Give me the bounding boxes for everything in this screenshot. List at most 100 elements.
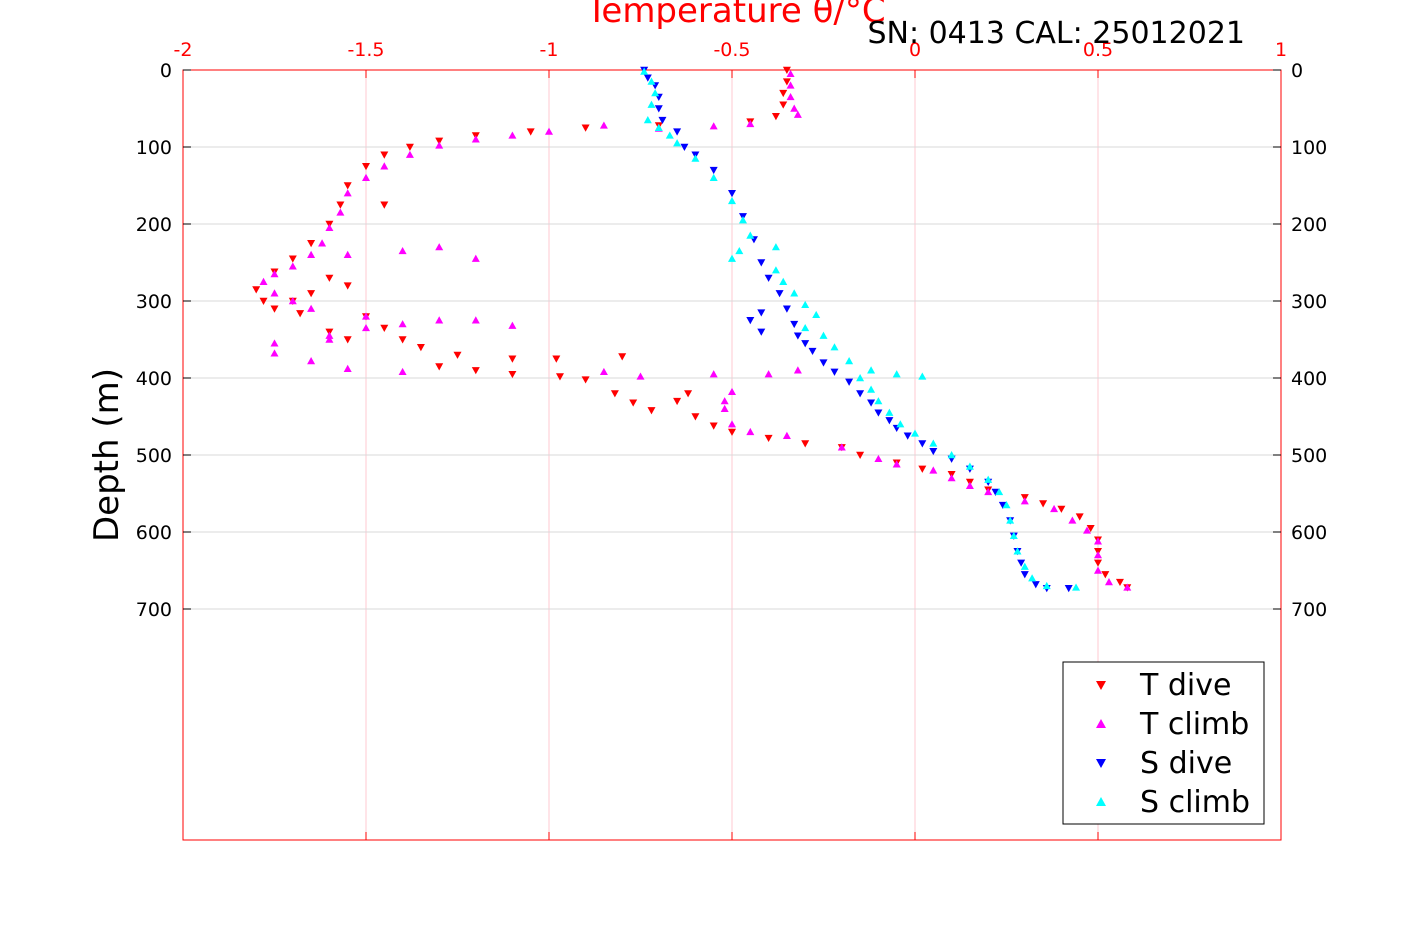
data-point [307, 357, 316, 365]
data-point [1094, 551, 1102, 559]
data-point [1031, 581, 1040, 589]
data-point [288, 262, 297, 270]
data-point [325, 274, 334, 282]
sensor-annotation: SN: 0413 CAL: 25012021 [867, 16, 1245, 51]
y-tick-label-left: 500 [136, 445, 172, 467]
data-point [735, 246, 744, 255]
data-point [903, 432, 912, 440]
y-tick-label-right: 200 [1291, 214, 1327, 236]
data-point [435, 243, 444, 251]
data-point [325, 331, 334, 339]
x-tick-label: -1.5 [347, 39, 384, 61]
data-point [709, 166, 718, 175]
data-point [801, 340, 810, 348]
data-point [885, 417, 894, 425]
data-point [416, 344, 425, 352]
data-point [288, 297, 297, 305]
data-point [508, 355, 517, 363]
data-point [1020, 571, 1029, 579]
legend: T dive T climb S dive S climb [1062, 661, 1265, 825]
data-point [801, 300, 810, 309]
data-point [643, 74, 652, 82]
data-point [845, 378, 854, 386]
data-point [325, 335, 334, 343]
y-tick-label-right: 600 [1291, 522, 1327, 544]
data-point [654, 105, 663, 113]
data-point [405, 143, 414, 151]
data-point [270, 339, 279, 347]
data-point [1123, 583, 1132, 591]
data-point [771, 266, 780, 274]
data-point [307, 250, 316, 258]
data-point [343, 189, 352, 197]
data-point [665, 131, 674, 139]
data-point [555, 373, 564, 381]
data-point [728, 387, 736, 396]
data-point [691, 413, 700, 421]
data-point [757, 328, 766, 336]
data-point [435, 316, 444, 324]
x-tick-label: 1 [1275, 39, 1287, 61]
data-point [757, 309, 766, 317]
data-point [720, 397, 729, 405]
data-point [1017, 559, 1026, 567]
data-point [918, 440, 927, 448]
data-point [845, 357, 854, 365]
data-point [819, 331, 828, 339]
data-point [746, 317, 755, 325]
data-point [288, 255, 297, 263]
data-point [790, 320, 799, 329]
data-point [874, 454, 883, 463]
data-point [1002, 501, 1011, 509]
data-point [790, 289, 799, 297]
data-point [856, 374, 865, 382]
data-point [435, 141, 444, 149]
data-point [581, 124, 590, 132]
data-point [867, 366, 876, 374]
data-point [1094, 559, 1102, 567]
x-tick-label: 0.5 [1083, 39, 1113, 61]
series-s-climb [640, 67, 1081, 591]
y-tick-label-right: 500 [1291, 445, 1327, 467]
data-point [786, 69, 795, 78]
data-point [786, 92, 795, 101]
data-point [746, 119, 755, 128]
data-point [435, 137, 444, 145]
data-point [830, 368, 839, 376]
data-point [801, 323, 810, 332]
data-point [599, 121, 608, 129]
data-point [918, 465, 927, 473]
data-point [892, 370, 901, 378]
y-tick-label-left: 700 [136, 599, 172, 621]
data-point [790, 104, 799, 112]
data-point [728, 196, 736, 205]
data-point [1020, 562, 1029, 570]
data-point [1068, 516, 1077, 524]
data-point [918, 372, 927, 380]
data-point [1094, 537, 1102, 545]
data-point [673, 139, 682, 147]
data-point [1028, 574, 1037, 582]
legend-marker [1096, 719, 1106, 728]
data-point [793, 366, 802, 374]
data-point [636, 372, 645, 380]
data-point [643, 116, 652, 124]
data-point [1039, 500, 1048, 508]
x-tick-label: -1 [540, 39, 559, 61]
data-point [782, 431, 791, 439]
data-point [270, 349, 279, 357]
data-point [874, 397, 883, 405]
data-point [654, 123, 663, 131]
data-point [819, 359, 828, 367]
series-s-dive [640, 66, 1073, 593]
data-point [812, 310, 821, 319]
y-tick-label-right: 0 [1291, 60, 1303, 82]
y-tick-label-right: 100 [1291, 137, 1327, 159]
data-point [965, 481, 974, 489]
data-point [380, 162, 389, 170]
data-point [1013, 547, 1022, 555]
data-point [380, 201, 389, 209]
data-point [779, 89, 788, 98]
y-axis-label: Depth (m) [87, 368, 127, 542]
